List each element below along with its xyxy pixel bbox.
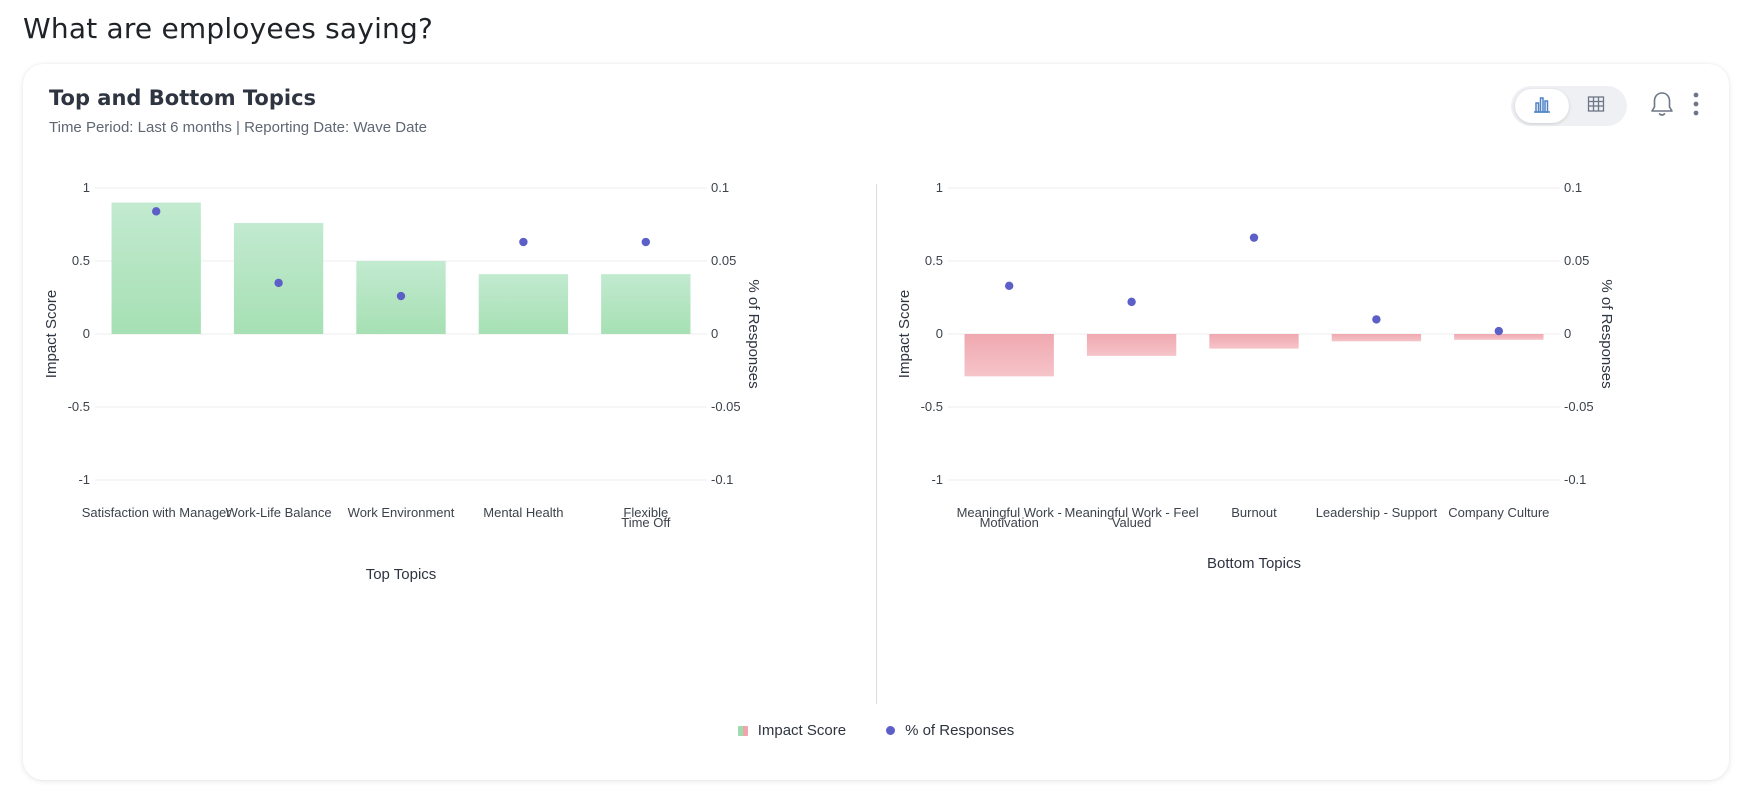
impact-score-bar[interactable] xyxy=(1454,334,1544,340)
impact-score-bar[interactable] xyxy=(1209,334,1299,349)
y2-tick-label: 0.1 xyxy=(711,180,729,195)
impact-score-bar[interactable] xyxy=(233,223,324,334)
card-title: Top and Bottom Topics xyxy=(49,86,317,110)
y2-tick-label: -0.05 xyxy=(711,399,741,414)
y2-axis-title: % of Responses xyxy=(745,279,762,388)
y-axis-title: Impact Score xyxy=(43,290,60,378)
y2-tick-label: 0 xyxy=(1564,326,1571,341)
table-icon xyxy=(1586,94,1606,119)
chart-legend: Impact Score % of Responses xyxy=(23,722,1729,739)
top-topics-chart: 1 0.5 0 -0.5 -1 0.1 0.05 0 -0.05 -0.1 Impact Score… xyxy=(43,180,762,583)
x-axis-title: Bottom Topics xyxy=(1207,555,1301,572)
category-label: Mental Health xyxy=(483,505,563,520)
responses-dot[interactable] xyxy=(1127,297,1136,307)
bar-chart-icon xyxy=(1532,94,1552,119)
category-label: Burnout xyxy=(1231,505,1277,520)
card-subtitle: Time Period: Last 6 months | Reporting D… xyxy=(49,119,427,136)
category-label: Leadership - Support xyxy=(1316,505,1438,520)
y-tick-label: -1 xyxy=(931,472,943,487)
chart-divider xyxy=(876,184,877,704)
legend-item-responses[interactable]: % of Responses xyxy=(886,722,1014,739)
impact-score-bar[interactable] xyxy=(1331,334,1422,342)
category-label: Flexible Time Off xyxy=(621,505,671,530)
chart-view-button[interactable] xyxy=(1515,89,1569,123)
x-axis-title: Top Topics xyxy=(366,566,437,583)
y2-tick-label: 0 xyxy=(711,326,718,341)
category-label: Meaningful Work - Feel Valued xyxy=(1065,505,1199,530)
bell-icon xyxy=(1649,90,1675,123)
legend-label-responses: % of Responses xyxy=(905,722,1015,739)
view-toggle xyxy=(1511,86,1627,126)
table-view-button[interactable] xyxy=(1569,89,1623,123)
impact-score-bar[interactable] xyxy=(964,334,1054,377)
y2-axis-title: % of Responses xyxy=(1598,279,1615,388)
category-label: Work-Life Balance xyxy=(226,505,332,520)
more-options-button[interactable] xyxy=(1679,88,1713,124)
responses-dot[interactable] xyxy=(1249,233,1259,242)
responses-dot[interactable] xyxy=(1494,326,1503,336)
responses-dot[interactable] xyxy=(641,237,650,247)
y-tick-label: 0.5 xyxy=(72,253,90,268)
y2-tick-label: 0.05 xyxy=(711,253,736,268)
responses-dot[interactable] xyxy=(1372,315,1381,324)
y-tick-label: 0.5 xyxy=(925,253,943,268)
y2-tick-label: 0.1 xyxy=(1564,180,1582,195)
y-tick-label: -1 xyxy=(78,472,90,487)
impact-score-bar[interactable] xyxy=(601,274,691,334)
responses-swatch xyxy=(886,726,896,735)
category-label: Work Environment xyxy=(348,505,455,520)
y-tick-label: 1 xyxy=(936,180,943,195)
y2-tick-label: -0.05 xyxy=(1564,399,1594,414)
impact-score-swatch xyxy=(737,725,748,736)
y-tick-label: 1 xyxy=(83,180,90,195)
category-label: Meaningful Work -Motivation xyxy=(957,505,1062,530)
y2-tick-label: -0.1 xyxy=(1564,472,1586,487)
responses-dot[interactable] xyxy=(152,207,161,216)
more-vertical-icon xyxy=(1692,91,1700,122)
category-label: Company Culture xyxy=(1448,505,1549,520)
responses-dot[interactable] xyxy=(274,278,283,288)
bottom-topics-chart: 1 0.5 0 -0.5 -1 0.1 0.05 0 -0.05 -0.1 Impact Score… xyxy=(896,180,1615,572)
y-tick-label: 0 xyxy=(936,326,943,341)
y-tick-label: -0.5 xyxy=(68,399,90,414)
responses-dot[interactable] xyxy=(396,291,406,301)
y-tick-label: -0.5 xyxy=(921,399,943,414)
responses-dot[interactable] xyxy=(519,237,528,247)
y2-tick-label: -0.1 xyxy=(711,472,733,487)
responses-dot[interactable] xyxy=(1005,281,1014,291)
y2-tick-label: 0.05 xyxy=(1564,253,1589,268)
impact-score-bar[interactable] xyxy=(1086,334,1177,356)
page-title: What are employees saying? xyxy=(23,12,434,45)
topics-card: Top and Bottom Topics Time Period: Last … xyxy=(23,64,1729,780)
legend-item-impact-score[interactable]: Impact Score xyxy=(737,722,847,739)
impact-score-bar[interactable] xyxy=(111,202,201,334)
category-label: Satisfaction with Manager xyxy=(82,505,232,520)
y-axis-title: Impact Score xyxy=(896,290,913,378)
alerts-button[interactable] xyxy=(1645,88,1679,124)
y-tick-label: 0 xyxy=(83,326,90,341)
impact-score-bar[interactable] xyxy=(478,274,569,334)
legend-label-impact-score: Impact Score xyxy=(757,722,847,739)
